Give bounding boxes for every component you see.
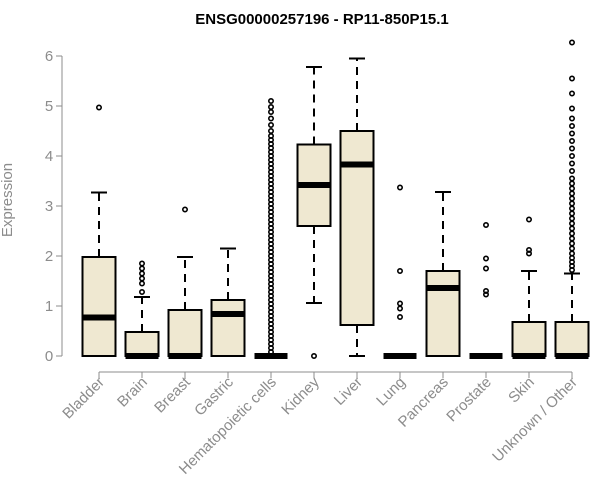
outlier-point [568,145,575,152]
outlier-point [568,210,575,217]
outlier-point [182,206,189,213]
outlier-point [568,175,575,182]
outlier-point [396,184,403,191]
outlier-point [568,220,575,227]
outlier-point [568,123,575,130]
outlier-point [568,138,575,145]
outlier-point [568,235,575,242]
y-tick-label: 3 [45,198,53,215]
y-tick-label: 0 [45,348,53,365]
y-tick-label: 2 [45,248,53,265]
x-tick-label-breast: Breast [151,373,194,416]
outlier-point [568,39,575,46]
box-iqr [210,299,246,357]
box-lung [383,184,417,359]
box-prostate [469,222,503,359]
outlier-point [568,200,575,207]
y-tick-label: 4 [45,148,53,165]
outlier-point [568,105,575,112]
outlier-point [568,115,575,122]
box-iqr [167,309,203,357]
box-iqr [81,256,117,357]
chart-title: ENSG00000257196 - RP11-850P15.1 [195,11,449,28]
outlier-point [568,205,575,212]
x-tick-label-prostate: Prostate [443,374,495,426]
y-tick-label: 5 [45,98,53,115]
outlier-point [568,195,575,202]
outlier-point [139,260,146,267]
box-iqr [339,130,375,326]
box-hematopoietic-cells [254,98,288,359]
outlier-point [568,153,575,160]
box-iqr [124,331,160,357]
outlier-point [568,160,575,167]
outlier-point [568,90,575,97]
y-axis: 0 1 2 3 4 5 6 [45,48,63,365]
outlier-point [396,313,403,320]
box-gastric [210,247,246,357]
box-unknown-other [554,39,590,359]
outlier-point [139,280,146,287]
outlier-point [482,222,489,229]
outlier-point [482,291,489,298]
outlier-point [139,265,146,272]
outlier-point [396,300,403,307]
outlier-point [482,255,489,262]
y-tick-label: 6 [45,48,53,65]
outlier-point [482,265,489,272]
outlier-point [568,215,575,222]
box-iqr [511,321,547,357]
box-kidney [296,66,332,359]
outlier-point [96,104,103,111]
box-pancreas [425,191,461,357]
outlier-point [267,115,274,122]
box-bladder [81,104,117,357]
x-tick-label-liver: Liver [331,374,366,409]
outlier-point [525,216,532,223]
boxes-layer [81,39,590,359]
outlier-point [396,267,403,274]
box-breast [167,206,203,359]
outlier-point [525,250,532,257]
y-tick-label: 1 [45,298,53,315]
outlier-point [568,245,575,252]
outlier-point [525,247,532,254]
box-skin [511,216,547,359]
y-axis-label: Expression [0,163,16,237]
outlier-point [139,275,146,282]
outlier-point [482,287,489,294]
box-iqr [425,270,461,357]
outlier-point [139,270,146,277]
outlier-point [568,190,575,197]
x-tick-label-lung: Lung [373,374,409,410]
outlier-point [568,75,575,82]
outlier-point [267,104,274,111]
outlier-point [568,180,575,187]
outlier-point [139,288,146,295]
outlier-point [396,305,403,312]
box-liver [339,57,375,357]
outlier-point [267,109,274,116]
outlier-point [568,240,575,247]
x-tick-label-kidney: Kidney [278,373,323,418]
box-brain [124,260,160,359]
outlier-point [267,133,274,140]
outlier-point [568,185,575,192]
outlier-point [568,225,575,232]
x-tick-label-bladder: Bladder [59,374,108,423]
outlier-point [568,130,575,137]
outlier-point [267,128,274,135]
x-tick-label-skin: Skin [505,374,538,407]
outlier-point [568,168,575,175]
outlier-point [310,352,317,359]
outlier-point [267,98,274,105]
x-tick-label-brain: Brain [114,374,151,411]
box-iqr [554,321,590,357]
outlier-point [267,122,274,129]
outlier-point [568,250,575,257]
outlier-point [568,230,575,237]
